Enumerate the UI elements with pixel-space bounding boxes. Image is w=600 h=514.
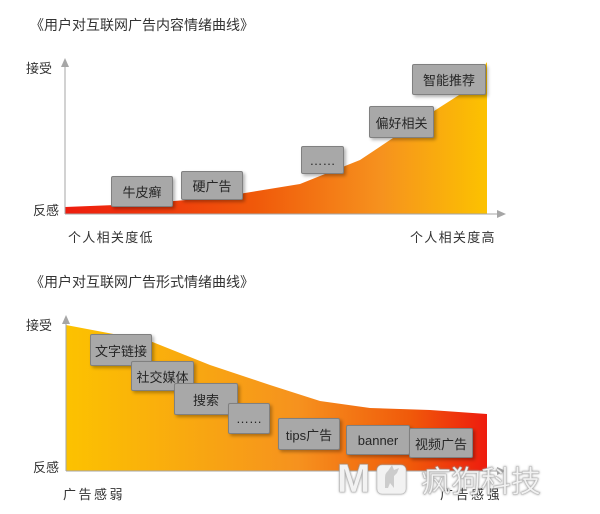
svg-text:M: M xyxy=(337,457,370,501)
svg-text:疯狗科技: 疯狗科技 xyxy=(421,466,541,499)
